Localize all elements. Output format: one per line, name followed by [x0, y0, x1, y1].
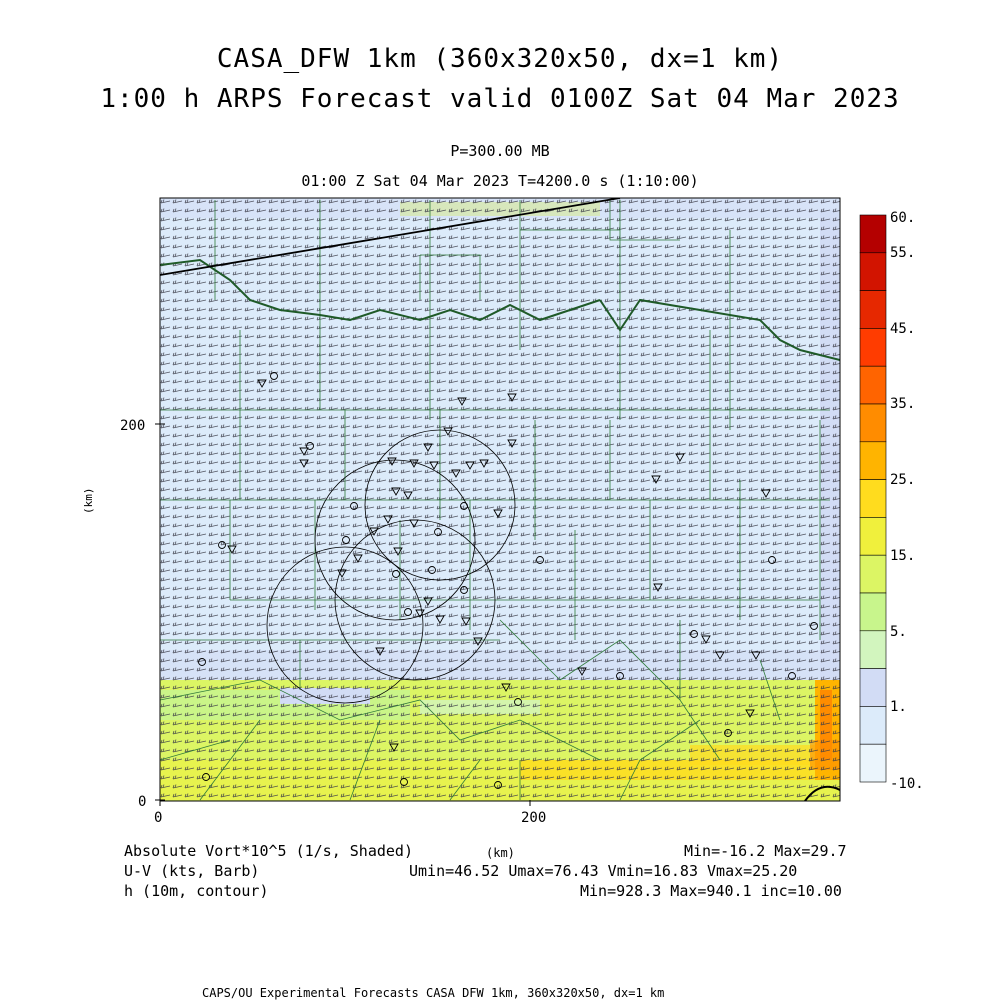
y-tick-label-0: 0 [138, 794, 146, 810]
wind-barbs [160, 198, 840, 801]
title-line-2: 1:00 h ARPS Forecast valid 0100Z Sat 04 … [100, 84, 900, 114]
colorbar-labels: 60. 55. 45. 35. 25. 15. 5. 1. -10. [890, 210, 924, 792]
colorbar-swatch [859, 365, 887, 405]
colorbar-swatch [859, 743, 887, 783]
x-tick-label-0: 0 [154, 810, 162, 826]
legend-field-wind: U-V (kts, Barb) [124, 862, 260, 880]
colorbar-label: 25. [890, 472, 915, 488]
colorbar-swatch [859, 328, 887, 367]
legend-wind-stats: Umin=46.52 Umax=76.43 Vmin=16.83 Vmax=25… [409, 862, 798, 880]
map-panel [160, 198, 840, 801]
colorbar-label: 15. [890, 548, 915, 564]
station-markers [198, 372, 818, 789]
legend-field-height: h (10m, contour) [124, 882, 269, 900]
legend-vorticity-stats: Min=-16.2 Max=29.7 [684, 842, 847, 860]
colorbar-swatch [859, 403, 887, 443]
colorbar-swatch [859, 214, 887, 254]
colorbar-label: 55. [890, 245, 915, 261]
colorbar-label: 5. [890, 624, 907, 640]
y-axis-unit: (km) [82, 488, 95, 515]
colorbar-label: 1. [890, 699, 907, 715]
colorbar-swatch [859, 479, 887, 518]
pressure-level: P=300.00 MB [450, 142, 550, 160]
legend-height-stats: Min=928.3 Max=940.1 inc=10.00 [580, 882, 842, 900]
height-contour-arc [804, 785, 840, 801]
legend-center-unit: (km) [486, 846, 515, 860]
colorbar-swatch [859, 554, 887, 594]
colorbar-label: 35. [890, 396, 915, 412]
footer-credit: CAPS/OU Experimental Forecasts CASA DFW … [202, 986, 665, 1000]
valid-time: 01:00 Z Sat 04 Mar 2023 T=4200.0 s (1:10… [301, 172, 699, 190]
colorbar-label: -10. [890, 776, 924, 792]
colorbar-swatch [859, 290, 887, 329]
colorbar [859, 214, 887, 783]
colorbar-swatch [859, 630, 887, 669]
legend-field-vorticity: Absolute Vort*10^5 (1/s, Shaded) [124, 842, 413, 860]
axis-ticks [155, 423, 531, 806]
colorbar-swatch [859, 706, 887, 745]
y-tick-label-200: 200 [120, 418, 145, 434]
colorbar-swatch [859, 592, 887, 632]
colorbar-swatch [859, 517, 887, 556]
colorbar-swatch [859, 252, 887, 291]
colorbar-label: 45. [890, 321, 915, 337]
title-line-1: CASA_DFW 1km (360x320x50, dx=1 km) [216, 44, 784, 74]
state-border-line [160, 198, 621, 276]
colorbar-swatch [859, 441, 887, 480]
map-frame [159, 197, 841, 802]
colorbar-swatch [859, 668, 887, 707]
colorbar-label: 60. [890, 210, 915, 226]
x-tick-label-200: 200 [521, 810, 546, 826]
